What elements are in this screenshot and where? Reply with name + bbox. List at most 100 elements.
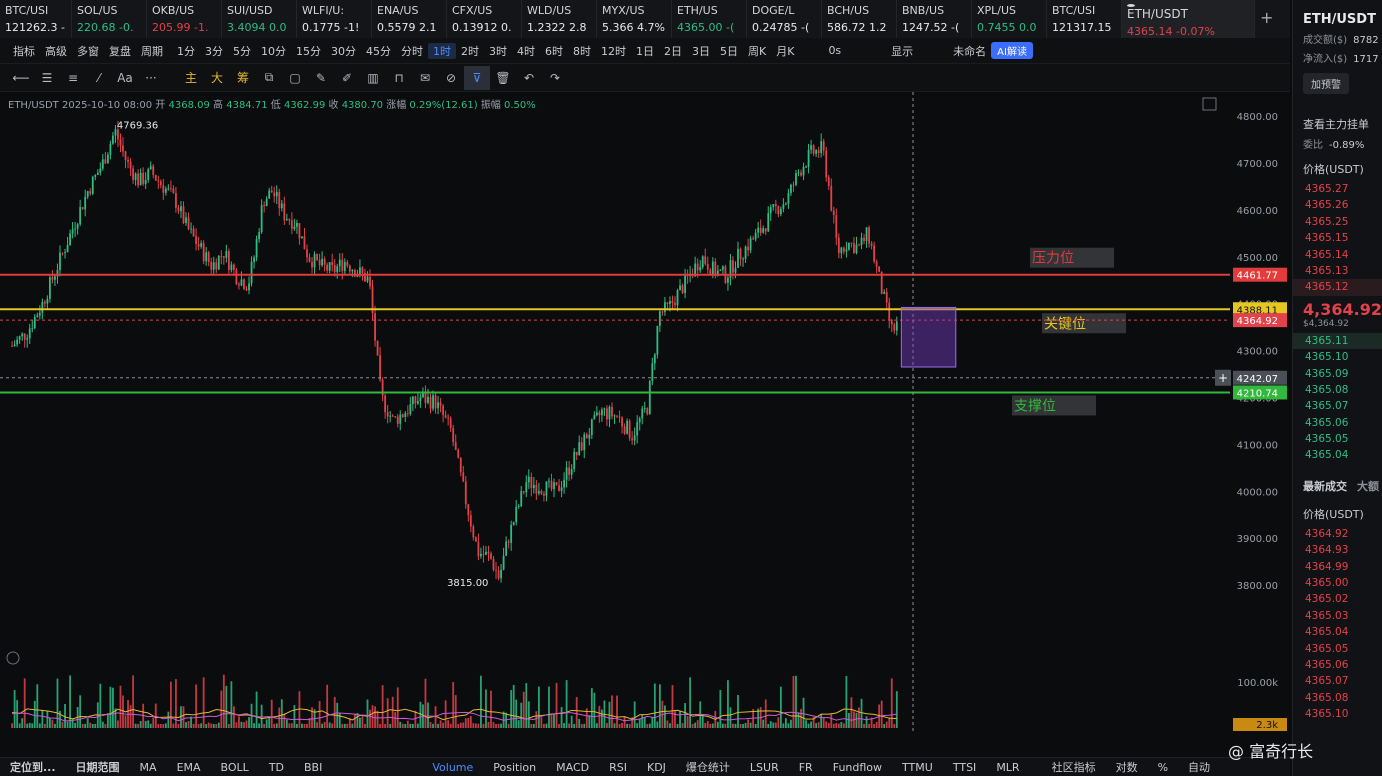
- toolbar-item[interactable]: 4时: [517, 44, 535, 58]
- ticker-tab[interactable]: BNB/US 1247.52 -(: [897, 0, 972, 38]
- toolbar-item[interactable]: 1日: [636, 44, 654, 58]
- indicator-tab[interactable]: TTSI: [952, 760, 977, 774]
- price-chart[interactable]: 3800.003900.004000.004100.004200.004300.…: [0, 92, 1290, 732]
- trash-icon[interactable]: 🗑: [495, 70, 511, 85]
- indicator-tab[interactable]: TTMU: [902, 760, 933, 774]
- measure-icon[interactable]: ▥: [367, 70, 379, 85]
- toolbar-item[interactable]: 0s: [828, 44, 842, 57]
- price-level[interactable]: 4365.04: [1305, 449, 1349, 462]
- trades-tab[interactable]: 最新成交 大额: [1303, 479, 1379, 493]
- indicator-tab[interactable]: EMA: [176, 760, 201, 774]
- price-level[interactable]: 4365.05: [1305, 433, 1349, 446]
- channel-icon[interactable]: ≡: [67, 70, 79, 85]
- ticker-tab[interactable]: ETH/US 4365.00 -(: [672, 0, 747, 38]
- indicator-tab[interactable]: %: [1157, 760, 1169, 774]
- toolbar-item[interactable]: 3日: [692, 44, 710, 58]
- parallel-lines-icon[interactable]: ☰: [41, 70, 53, 85]
- toolbar-item[interactable]: 周期: [141, 44, 163, 58]
- orderbook-title[interactable]: 查看主力挂单: [1303, 118, 1369, 131]
- indicator-tab[interactable]: 自动: [1188, 761, 1211, 774]
- ticker-tab[interactable]: SUI/USD 3.4094 0.0: [222, 0, 297, 38]
- toolbar-item[interactable]: 3时: [489, 44, 507, 58]
- indicator-toggle[interactable]: 大: [210, 71, 223, 85]
- indicator-tab[interactable]: Volume: [432, 760, 474, 774]
- toolbar-item[interactable]: 1时: [428, 42, 456, 59]
- toolbar-item[interactable]: 分时: [401, 44, 423, 58]
- indicator-tab[interactable]: Fundflow: [832, 760, 883, 774]
- indicator-toggle[interactable]: 主: [184, 71, 197, 85]
- toolbar-item[interactable]: 周K: [748, 44, 767, 58]
- price-level[interactable]: 4365.09: [1305, 367, 1349, 380]
- select-icon[interactable]: ▢: [289, 70, 301, 85]
- price-level[interactable]: 4365.10: [1305, 351, 1349, 364]
- toolbar-item[interactable]: 5分: [233, 44, 251, 58]
- text-icon[interactable]: Aa: [117, 70, 133, 85]
- toolbar-item[interactable]: 3分: [205, 44, 223, 58]
- trend-line-icon[interactable]: ⁄: [97, 70, 100, 85]
- toolbar-item[interactable]: 12时: [601, 44, 626, 58]
- ticker-tab[interactable]: WLFI/U: 0.1775 -1!: [297, 0, 372, 38]
- brush-icon[interactable]: ✐: [341, 70, 353, 85]
- price-level[interactable]: 4365.25: [1305, 215, 1349, 228]
- toolbar-item[interactable]: 6时: [545, 44, 563, 58]
- toolbar-item[interactable]: 指标: [13, 44, 35, 58]
- toolbar-item[interactable]: 月K: [776, 44, 795, 58]
- toolbar-item[interactable]: 2日: [664, 44, 682, 58]
- price-level[interactable]: 4365.05: [1305, 642, 1349, 655]
- toolbar-item[interactable]: AI解读: [991, 42, 1033, 59]
- indicator-toggle[interactable]: 筹: [236, 71, 249, 85]
- ticker-tab[interactable]: OKB/US 205.99 -1.: [147, 0, 222, 38]
- price-level[interactable]: 4365.03: [1305, 609, 1349, 622]
- ticker-tab[interactable]: BCH/US 586.72 1.2: [822, 0, 897, 38]
- pencil-icon[interactable]: ✎: [315, 70, 327, 85]
- redo-icon[interactable]: ↷: [549, 70, 561, 85]
- toolbar-item[interactable]: 8时: [573, 44, 591, 58]
- toolbar-item[interactable]: 高级: [45, 44, 67, 58]
- indicator-tab[interactable]: FR: [798, 760, 813, 774]
- price-level[interactable]: 4365.27: [1305, 183, 1349, 195]
- toolbar-item[interactable]: 显示: [891, 44, 914, 58]
- price-level[interactable]: 4365.08: [1305, 383, 1349, 396]
- toolbar-item[interactable]: 2时: [461, 44, 479, 58]
- price-level[interactable]: 4364.92: [1305, 527, 1349, 540]
- indicator-tab[interactable]: KDJ: [646, 760, 666, 774]
- indicator-tab[interactable]: 定位到...: [10, 761, 56, 774]
- price-level[interactable]: 4365.12: [1293, 279, 1382, 296]
- price-level[interactable]: 4365.02: [1305, 593, 1349, 606]
- price-level[interactable]: 4364.93: [1305, 544, 1349, 557]
- toolbar-item[interactable]: 复盘: [109, 44, 131, 58]
- horizontal-line-icon[interactable]: ⟵: [12, 70, 30, 85]
- ticker-tab[interactable]: BTC/USI 121317.15: [1047, 0, 1122, 38]
- price-level[interactable]: 4365.10: [1305, 708, 1349, 721]
- price-level[interactable]: 4364.99: [1305, 560, 1349, 573]
- add-alert-button[interactable]: 加预警: [1303, 73, 1349, 94]
- indicator-tab[interactable]: TD: [268, 760, 285, 774]
- toolbar-item[interactable]: 10分: [261, 44, 286, 58]
- indicator-tab[interactable]: MA: [139, 760, 157, 774]
- ticker-tab[interactable]: ETH/USDT 4365.14 -0.07%: [1122, 0, 1255, 38]
- price-level[interactable]: 4365.15: [1305, 232, 1349, 245]
- price-level[interactable]: 4365.08: [1305, 691, 1349, 704]
- undo-icon[interactable]: ↶: [523, 70, 535, 85]
- ticker-tab[interactable]: WLD/US 1.2322 2.8: [522, 0, 597, 38]
- indicator-tab[interactable]: 日期范围: [75, 761, 120, 774]
- filter-icon[interactable]: ⊽: [464, 65, 490, 90]
- indicator-tab[interactable]: Position: [493, 760, 537, 774]
- price-level[interactable]: 4365.06: [1305, 416, 1349, 429]
- price-level[interactable]: 4365.07: [1305, 400, 1349, 413]
- lock-icon[interactable]: ⊓: [394, 70, 404, 85]
- more-icon[interactable]: ···: [145, 70, 157, 85]
- indicator-tab[interactable]: 对数: [1115, 761, 1138, 774]
- price-level[interactable]: 4365.06: [1305, 658, 1349, 671]
- indicator-tab[interactable]: BOLL: [220, 760, 249, 774]
- note-icon[interactable]: ✉: [419, 70, 431, 85]
- toolbar-item[interactable]: 5日: [720, 44, 738, 58]
- ticker-tab[interactable]: BTC/USI 121262.3 -: [0, 0, 72, 38]
- ticker-tab[interactable]: ENA/US 0.5579 2.1: [372, 0, 447, 38]
- price-level[interactable]: 4365.13: [1305, 264, 1349, 277]
- toolbar-item[interactable]: 1分: [177, 44, 195, 58]
- toolbar-item[interactable]: 未命名: [953, 44, 987, 58]
- indicator-tab[interactable]: MLR: [996, 760, 1020, 774]
- ticker-tab[interactable]: CFX/US 0.13912 0.: [447, 0, 522, 38]
- toolbar-item[interactable]: 15分: [296, 44, 321, 58]
